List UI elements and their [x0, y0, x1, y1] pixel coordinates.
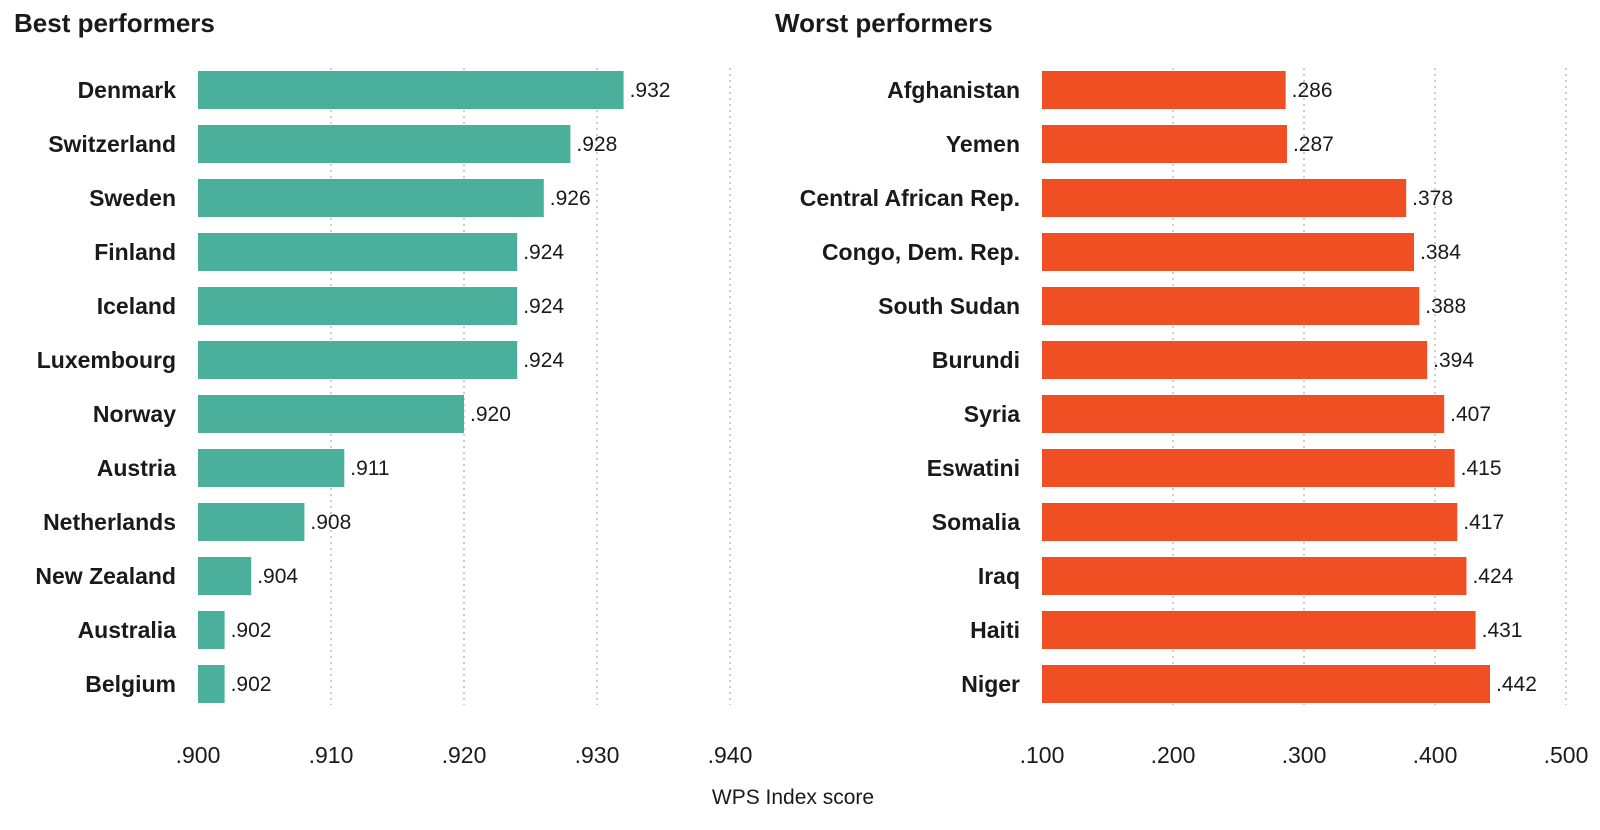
- best-value-label: .932: [630, 79, 671, 102]
- best-bar: [198, 287, 518, 325]
- best-bar: [198, 665, 225, 703]
- best-value-label: .928: [576, 133, 617, 156]
- best-value-label: .908: [310, 511, 351, 534]
- worst-category-label: Afghanistan: [887, 77, 1020, 103]
- best-value-label: .924: [523, 349, 564, 372]
- worst-value-label: .417: [1463, 511, 1504, 534]
- worst-bar: [1042, 449, 1455, 487]
- worst-value-label: .442: [1496, 673, 1537, 696]
- worst-bar: [1042, 233, 1415, 271]
- best-panel-title: Best performers: [14, 8, 215, 38]
- worst-category-label: Central African Rep.: [800, 185, 1020, 211]
- worst-bar: [1042, 71, 1286, 109]
- worst-bar: [1042, 341, 1428, 379]
- worst-x-tick-label: .300: [1282, 742, 1327, 768]
- worst-x-tick-label: .200: [1151, 742, 1196, 768]
- worst-category-label: Eswatini: [927, 455, 1020, 481]
- worst-category-label: Somalia: [932, 509, 1020, 535]
- worst-x-tick-label: .500: [1544, 742, 1589, 768]
- worst-category-label: Niger: [961, 671, 1020, 697]
- best-category-label: Norway: [93, 401, 176, 427]
- worst-value-label: .431: [1482, 619, 1523, 642]
- worst-panel: Worst performers .100 .200 .300 .400 .500 Afgh…: [775, 8, 1588, 768]
- worst-panel-title: Worst performers: [775, 8, 993, 38]
- best-category-label: Iceland: [97, 293, 176, 319]
- best-value-label: .924: [523, 241, 564, 264]
- best-bar: [198, 341, 518, 379]
- worst-value-label: .415: [1461, 457, 1502, 480]
- best-bar: [198, 125, 571, 163]
- best-bar: [198, 179, 544, 217]
- best-category-label: Denmark: [78, 77, 177, 103]
- best-category-label: Austria: [97, 455, 176, 481]
- worst-bar: [1042, 179, 1407, 217]
- worst-category-label: Syria: [964, 401, 1020, 427]
- worst-category-label: Haiti: [970, 617, 1020, 643]
- worst-value-label: .378: [1412, 187, 1453, 210]
- best-bar: [198, 449, 345, 487]
- worst-value-label: .394: [1433, 349, 1474, 372]
- best-value-label: .904: [257, 565, 298, 588]
- worst-bar: [1042, 287, 1420, 325]
- worst-value-label: .388: [1425, 295, 1466, 318]
- worst-value-label: .424: [1472, 565, 1513, 588]
- best-value-label: .902: [231, 673, 272, 696]
- best-value-label: .924: [523, 295, 564, 318]
- best-category-label: New Zealand: [35, 563, 176, 589]
- best-category-label: Sweden: [89, 185, 176, 211]
- worst-value-label: .287: [1293, 133, 1334, 156]
- worst-category-label: Iraq: [978, 563, 1020, 589]
- best-value-label: .911: [350, 457, 389, 480]
- best-category-label: Belgium: [85, 671, 176, 697]
- worst-bar: [1042, 125, 1287, 163]
- worst-value-label: .407: [1450, 403, 1491, 426]
- worst-category-label: Burundi: [932, 347, 1020, 373]
- worst-x-tick-label: .400: [1413, 742, 1458, 768]
- best-value-label: .902: [231, 619, 272, 642]
- best-x-tick-label: .920: [442, 742, 487, 768]
- worst-x-tick-label: .100: [1020, 742, 1065, 768]
- best-bar: [198, 233, 518, 271]
- best-x-tick-label: .900: [176, 742, 221, 768]
- best-bar: [198, 557, 252, 595]
- best-x-tick-label: .940: [708, 742, 753, 768]
- best-bar: [198, 395, 464, 433]
- worst-value-label: .286: [1292, 79, 1333, 102]
- worst-category-label: South Sudan: [878, 293, 1020, 319]
- best-category-label: Switzerland: [48, 131, 176, 157]
- worst-bar: [1042, 395, 1445, 433]
- best-panel: Best performers .900 .910 .920 .930 .940 Denma…: [14, 8, 752, 768]
- worst-value-label: .384: [1420, 241, 1461, 264]
- best-bar: [198, 71, 624, 109]
- worst-bar: [1042, 665, 1491, 703]
- worst-category-label: Yemen: [946, 131, 1020, 157]
- best-category-label: Luxembourg: [37, 347, 176, 373]
- best-value-label: .920: [470, 403, 511, 426]
- best-bar: [198, 503, 305, 541]
- best-value-label: .926: [550, 187, 591, 210]
- best-category-label: Australia: [78, 617, 177, 643]
- worst-bar: [1042, 503, 1458, 541]
- worst-bar: [1042, 557, 1467, 595]
- best-category-label: Finland: [94, 239, 176, 265]
- worst-category-label: Congo, Dem. Rep.: [822, 239, 1020, 265]
- worst-bar: [1042, 611, 1476, 649]
- best-bar: [198, 611, 225, 649]
- best-x-tick-label: .910: [309, 742, 354, 768]
- best-x-tick-label: .930: [575, 742, 620, 768]
- best-category-label: Netherlands: [43, 509, 176, 535]
- x-axis-title: WPS Index score: [712, 786, 874, 809]
